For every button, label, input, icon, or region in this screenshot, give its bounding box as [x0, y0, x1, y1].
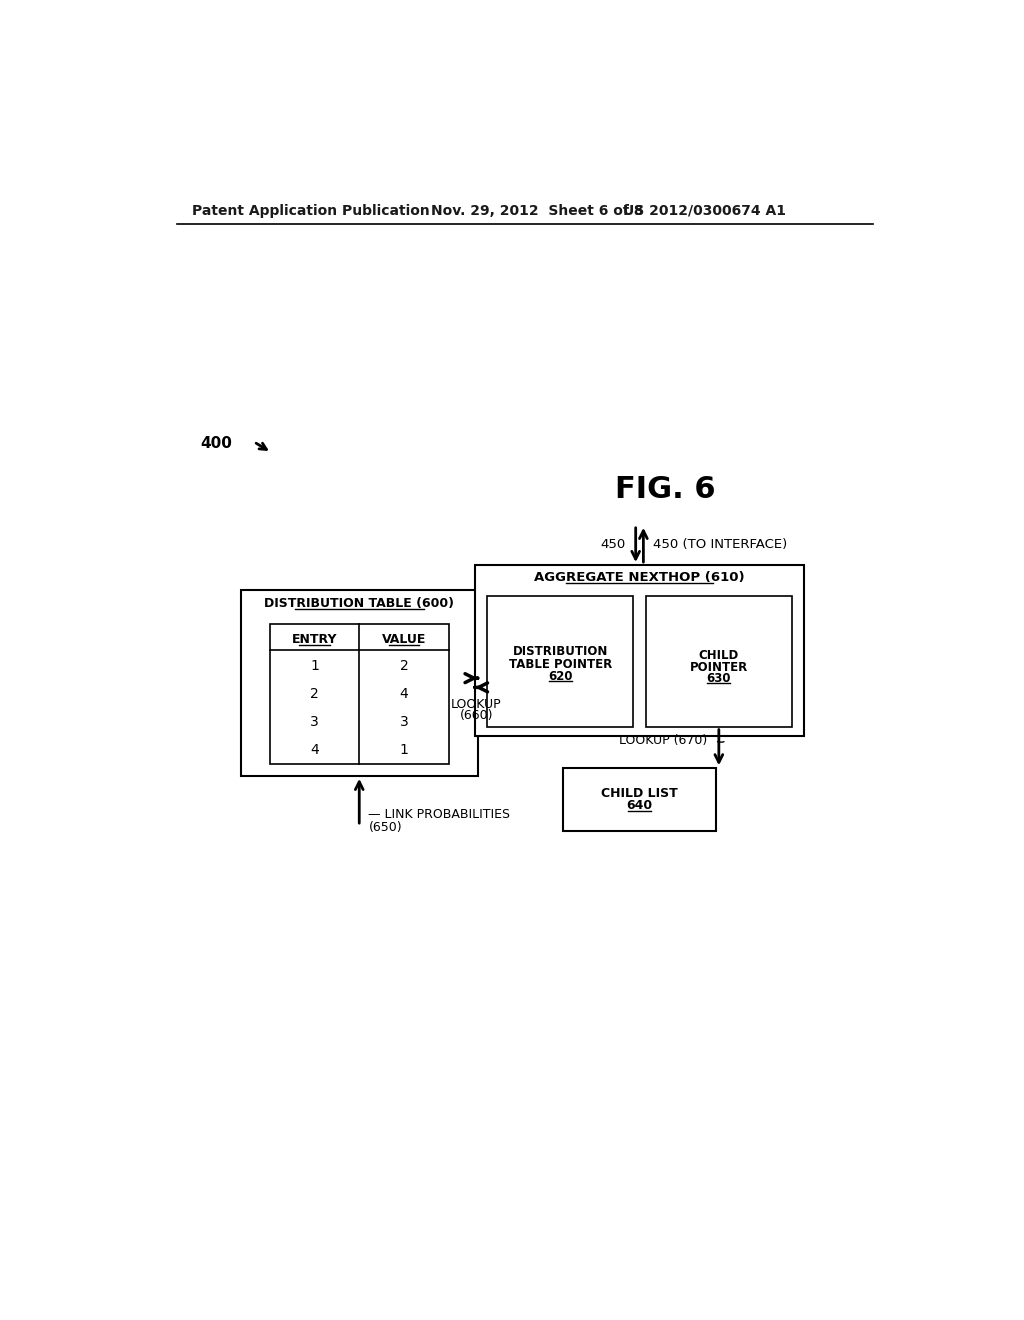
Text: (650): (650) [369, 821, 402, 834]
Text: 2: 2 [310, 688, 318, 701]
Text: 1: 1 [399, 743, 409, 758]
Bar [241, 590, 478, 776]
Text: US 2012/0300674 A1: US 2012/0300674 A1 [624, 203, 786, 218]
Text: Patent Application Publication: Patent Application Publication [193, 203, 430, 218]
Bar [270, 624, 449, 764]
Text: 630: 630 [707, 672, 731, 685]
Text: AGGREGATE NEXTHOP (610): AGGREGATE NEXTHOP (610) [535, 570, 744, 583]
Text: LOOKUP: LOOKUP [451, 698, 502, 711]
Text: DISTRIBUTION TABLE (600): DISTRIBUTION TABLE (600) [264, 597, 455, 610]
Text: ENTRY: ENTRY [292, 634, 337, 647]
Text: — LINK PROBABILITIES: — LINK PROBABILITIES [369, 808, 511, 821]
Text: FIG. 6: FIG. 6 [615, 475, 716, 504]
Text: Nov. 29, 2012  Sheet 6 of 8: Nov. 29, 2012 Sheet 6 of 8 [431, 203, 643, 218]
Text: 620: 620 [548, 671, 572, 684]
Text: TABLE POINTER: TABLE POINTER [509, 657, 612, 671]
Text: 400: 400 [201, 436, 232, 451]
Text: 640: 640 [627, 800, 652, 813]
Text: LOOKUP (670): LOOKUP (670) [620, 734, 708, 747]
Text: 450: 450 [600, 539, 626, 552]
Text: 3: 3 [399, 715, 409, 729]
Text: 1: 1 [310, 659, 319, 673]
Text: 2: 2 [399, 659, 409, 673]
Text: VALUE: VALUE [382, 634, 426, 647]
Bar [475, 565, 804, 737]
Text: 450 (TO INTERFACE): 450 (TO INTERFACE) [653, 539, 787, 552]
Text: (660): (660) [460, 709, 493, 722]
Text: POINTER: POINTER [690, 661, 748, 675]
Text: CHILD LIST: CHILD LIST [601, 787, 678, 800]
Text: CHILD: CHILD [698, 648, 739, 661]
Bar [487, 595, 634, 726]
Text: 3: 3 [310, 715, 318, 729]
Bar [563, 768, 716, 832]
Text: 4: 4 [310, 743, 318, 758]
Text: DISTRIBUTION: DISTRIBUTION [513, 645, 608, 659]
Bar [646, 595, 792, 726]
Text: 4: 4 [399, 688, 409, 701]
